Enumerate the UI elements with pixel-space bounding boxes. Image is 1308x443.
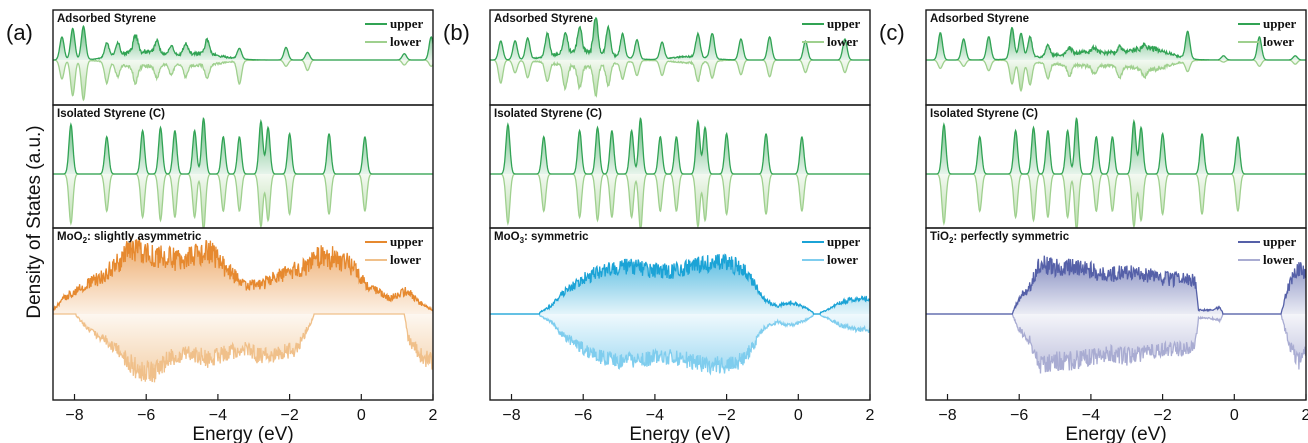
x-axis-label: Energy (eV) <box>1065 424 1166 443</box>
upper-area <box>490 254 870 314</box>
x-tick-label: 0 <box>1230 407 1239 424</box>
legend-lower-label: lower <box>1263 252 1294 267</box>
legend: upper lower <box>365 16 423 49</box>
upper-line <box>490 16 870 61</box>
x-tick-label: −8 <box>502 407 520 424</box>
subplot-adsorbed: Adsorbed Styrene upper lower <box>925 9 1307 106</box>
x-axis-label: Energy (eV) <box>192 424 293 443</box>
panel-2: (b) Adsorbed Styrene upper lower Isolated St… <box>443 9 875 443</box>
lower-area <box>490 314 870 374</box>
subplot-isolated: Isolated Styrene (C) <box>925 104 1307 229</box>
legend-upper-label: upper <box>1263 234 1296 249</box>
x-tick-label: −4 <box>646 407 664 424</box>
legend-lower-label: lower <box>827 252 858 267</box>
upper-line <box>926 255 1306 315</box>
legend-upper-label: upper <box>1263 16 1296 31</box>
upper-line <box>53 117 433 175</box>
x-tick-label: 0 <box>357 407 366 424</box>
x-tick-label: −6 <box>137 407 155 424</box>
legend-lower-label: lower <box>390 252 421 267</box>
y-axis-label: Density of States (a.u.) <box>24 125 45 318</box>
lower-line <box>53 173 433 228</box>
upper-area <box>926 255 1306 314</box>
legend: upper lower <box>365 234 423 267</box>
legend-upper-label: upper <box>827 16 860 31</box>
legend-lower-label: lower <box>390 34 421 49</box>
subplot-title: Adsorbed Styrene <box>494 13 593 25</box>
legend: upper lower <box>1238 234 1296 267</box>
subplot-title: Isolated Styrene (C) <box>494 108 602 120</box>
subplot-frame <box>925 227 1307 401</box>
upper-line <box>53 24 433 61</box>
x-tick-label: −2 <box>717 407 735 424</box>
lower-line <box>490 313 870 376</box>
legend-upper-label: upper <box>827 234 860 249</box>
x-tick-label: −8 <box>938 407 956 424</box>
x-axis-label: Energy (eV) <box>629 424 730 443</box>
subplot-surface: MoO2: slightly asymmetric upper lower <box>52 227 434 401</box>
x-tick-label: −2 <box>280 407 298 424</box>
subplot-title: MoO2: slightly asymmetric <box>57 231 202 245</box>
subplot-isolated: Isolated Styrene (C) <box>489 104 871 229</box>
legend: upper lower <box>802 16 860 49</box>
legend-upper-label: upper <box>390 234 423 249</box>
subplot-title: Isolated Styrene (C) <box>57 108 165 120</box>
legend-lower-label: lower <box>1263 34 1294 49</box>
subplot-frame <box>489 227 871 401</box>
upper-line <box>926 117 1306 175</box>
x-tick-label: −6 <box>574 407 592 424</box>
x-tick-label: −6 <box>1010 407 1028 424</box>
upper-area <box>926 27 1306 60</box>
upper-line <box>53 236 433 312</box>
upper-line <box>490 253 870 315</box>
subplot-surface: TiO2: perfectly symmetric upper lower <box>925 227 1307 401</box>
lower-area <box>490 60 870 96</box>
upper-line <box>490 117 870 175</box>
x-tick-label: 2 <box>1302 407 1308 424</box>
lower-line <box>53 313 433 383</box>
legend: upper lower <box>802 234 860 267</box>
x-tick-label: −8 <box>65 407 83 424</box>
subplot-title: TiO2: perfectly symmetric <box>930 231 1070 245</box>
subplot-isolated: Isolated Styrene (C) <box>52 104 434 229</box>
lower-line <box>490 173 870 228</box>
panel-label: (c) <box>879 20 905 45</box>
legend-lower-label: lower <box>827 34 858 49</box>
subplot-surface: MoO3: symmetric upper lower <box>489 227 871 401</box>
subplot-frame <box>52 227 434 401</box>
upper-line <box>926 26 1306 61</box>
legend-upper-label: upper <box>390 16 423 31</box>
x-tick-label: −2 <box>1153 407 1171 424</box>
subplot-title: MoO3: symmetric <box>494 231 589 245</box>
legend: upper lower <box>1238 16 1296 49</box>
panel-3: (c) Adsorbed Styrene upper lower Isolated St… <box>879 9 1308 443</box>
upper-area <box>490 17 870 60</box>
panel-label: (b) <box>443 20 470 45</box>
lower-line <box>926 173 1306 228</box>
x-tick-label: 2 <box>429 407 438 424</box>
subplot-title: Adsorbed Styrene <box>930 13 1029 25</box>
lower-line <box>490 59 870 99</box>
subplot-title: Adsorbed Styrene <box>57 13 156 25</box>
subplot-adsorbed: Adsorbed Styrene upper lower <box>489 9 871 106</box>
subplot-adsorbed: Adsorbed Styrene upper lower <box>52 9 434 106</box>
x-tick-label: 2 <box>866 407 875 424</box>
lower-area <box>926 60 1306 91</box>
lower-area <box>926 314 1306 374</box>
panel-label: (a) <box>6 20 33 45</box>
x-tick-label: 0 <box>794 407 803 424</box>
subplot-title: Isolated Styrene (C) <box>930 108 1038 120</box>
panel-1: (a) Adsorbed Styrene upper lower Isolated St… <box>6 9 438 443</box>
x-tick-label: −4 <box>1082 407 1100 424</box>
x-tick-label: −4 <box>209 407 227 424</box>
